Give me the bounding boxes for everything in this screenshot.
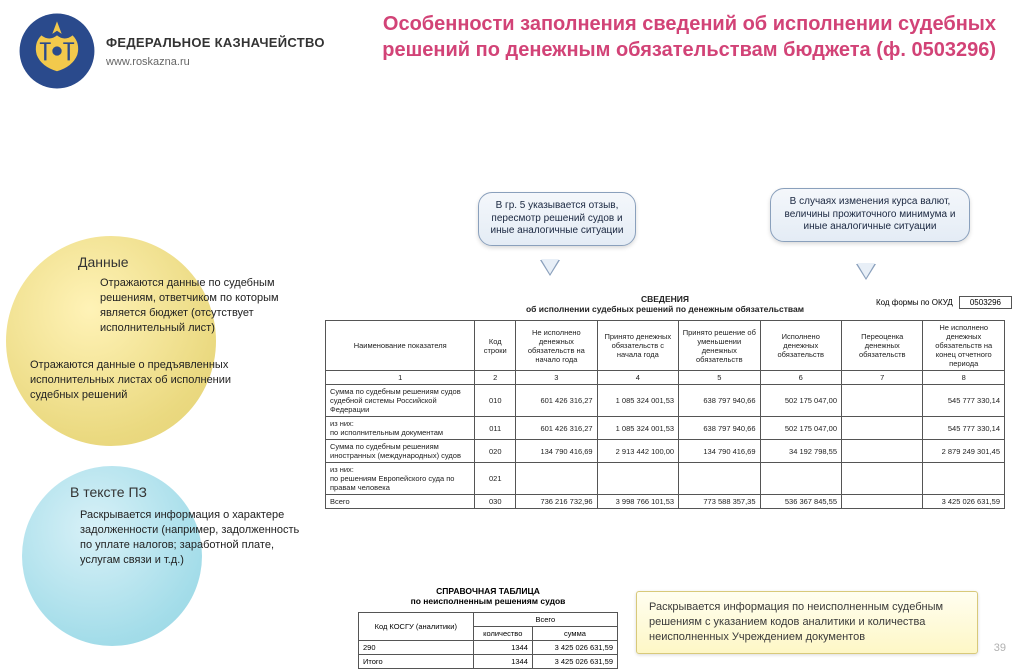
ref-table-title: СПРАВОЧНАЯ ТАБЛИЦА по неисполненным реше… — [358, 586, 618, 606]
cell: 545 777 330,14 — [923, 417, 1005, 440]
row-name: Сумма по судебным решениям судов судебно… — [326, 385, 475, 417]
row-code: 011 — [475, 417, 516, 440]
main-table: Наименование показателяКод строкиНе испо… — [325, 320, 1005, 509]
cell: 3 998 766 101,53 — [597, 495, 678, 509]
table-row: Всего030736 216 732,963 998 766 101,5377… — [326, 495, 1005, 509]
ref-group: Всего — [473, 613, 617, 627]
table-row: Итого13443 425 026 631,59 — [359, 655, 618, 669]
main-th-0: Наименование показателя — [326, 321, 475, 371]
cell: 638 797 940,66 — [679, 385, 760, 417]
cell: Итого — [359, 655, 474, 669]
main-table-wrap: СВЕДЕНИЯ об исполнении судебных решений … — [325, 294, 1005, 509]
ref-h2: сумма — [532, 627, 617, 641]
cell — [923, 463, 1005, 495]
main-table-title: СВЕДЕНИЯ об исполнении судебных решений … — [325, 294, 1005, 314]
cell: 545 777 330,14 — [923, 385, 1005, 417]
main-numcol-4: 5 — [679, 371, 760, 385]
cell — [597, 463, 678, 495]
table-row: Сумма по судебным решениям иностранных (… — [326, 440, 1005, 463]
main-numcol-7: 8 — [923, 371, 1005, 385]
main-th-1: Код строки — [475, 321, 516, 371]
bubble-pz-label: В тексте ПЗ — [70, 484, 147, 500]
table-row: 29013443 425 026 631,59 — [359, 641, 618, 655]
cell — [516, 463, 597, 495]
cell — [842, 440, 923, 463]
treasury-emblem-icon — [18, 12, 96, 90]
cell: 3 425 026 631,59 — [532, 655, 617, 669]
main-th-7: Не исполнено денежных обязательств на ко… — [923, 321, 1005, 371]
data-text-1-content: Отражаются данные по судебным решениям, … — [100, 277, 279, 334]
callout-col5: В гр. 5 указывается отзыв, пересмотр реш… — [478, 192, 636, 246]
ref-table-wrap: СПРАВОЧНАЯ ТАБЛИЦА по неисполненным реше… — [358, 586, 618, 669]
ref-h1: количество — [473, 627, 532, 641]
main-numcol-3: 4 — [597, 371, 678, 385]
callout-col7: В случаях изменения курса валют, величин… — [770, 188, 970, 242]
main-th-4: Принято решение об уменьшении денежных о… — [679, 321, 760, 371]
cell: 1344 — [473, 641, 532, 655]
row-code: 010 — [475, 385, 516, 417]
ref-h0: Код КОСГУ (аналитики) — [359, 613, 474, 641]
cell: 34 192 798,55 — [760, 440, 841, 463]
ref-table: Код КОСГУ (аналитики) Всего количество с… — [358, 612, 618, 669]
main-th-5: Исполнено денежных обязательств — [760, 321, 841, 371]
data-text-1: Отражаются данные по судебным решениям, … — [100, 276, 315, 335]
cell: 2 913 442 100,00 — [597, 440, 678, 463]
page-number: 39 — [994, 642, 1006, 654]
cell: 601 426 316,27 — [516, 417, 597, 440]
row-name: из них: по исполнительным документам — [326, 417, 475, 440]
header: ФЕДЕРАЛЬНОЕ КАЗНАЧЕЙСТВО www.roskazna.ru… — [0, 0, 1024, 96]
main-th-6: Переоценка денежных обязательств — [842, 321, 923, 371]
row-name: Сумма по судебным решениям иностранных (… — [326, 440, 475, 463]
cell: 736 216 732,96 — [516, 495, 597, 509]
main-numcol-0: 1 — [326, 371, 475, 385]
bubble-data-label: Данные — [78, 254, 129, 270]
logo-block: ФЕДЕРАЛЬНОЕ КАЗНАЧЕЙСТВО www.roskazna.ru — [18, 12, 333, 90]
main-numcol-2: 3 — [516, 371, 597, 385]
cell — [760, 463, 841, 495]
row-name: Всего — [326, 495, 475, 509]
cell — [842, 463, 923, 495]
cell: 134 790 416,69 — [679, 440, 760, 463]
main-th-2: Не исполнено денежных обязательств на на… — [516, 321, 597, 371]
pz-text: Раскрывается информация о характере задо… — [80, 508, 300, 567]
cell: 2 879 249 301,45 — [923, 440, 1005, 463]
org-name: ФЕДЕРАЛЬНОЕ КАЗНАЧЕЙСТВО — [106, 35, 325, 50]
cell — [842, 495, 923, 509]
cell: 134 790 416,69 — [516, 440, 597, 463]
main-numcol-6: 7 — [842, 371, 923, 385]
data-text-2: Отражаются данные о предъявленных исполн… — [30, 358, 250, 403]
cell: 3 425 026 631,59 — [532, 641, 617, 655]
table-row: Сумма по судебным решениям судов судебно… — [326, 385, 1005, 417]
cell: 536 367 845,55 — [760, 495, 841, 509]
cell — [842, 417, 923, 440]
callout-col5-tail — [540, 260, 560, 276]
cell: 1344 — [473, 655, 532, 669]
cell: 502 175 047,00 — [760, 385, 841, 417]
row-code: 030 — [475, 495, 516, 509]
table-row: из них: по решениям Европейского суда по… — [326, 463, 1005, 495]
cell: 1 085 324 001,53 — [597, 385, 678, 417]
cell: 290 — [359, 641, 474, 655]
info-box: Раскрывается информация по неисполненным… — [636, 591, 978, 654]
table-row: из них: по исполнительным документам0116… — [326, 417, 1005, 440]
main-th-3: Принято денежных обязательств с начала г… — [597, 321, 678, 371]
main-numcol-5: 6 — [760, 371, 841, 385]
org-url: www.roskazna.ru — [106, 56, 325, 68]
cell — [679, 463, 760, 495]
cell: 773 588 357,35 — [679, 495, 760, 509]
cell: 1 085 324 001,53 — [597, 417, 678, 440]
cell: 3 425 026 631,59 — [923, 495, 1005, 509]
cell: 502 175 047,00 — [760, 417, 841, 440]
row-code: 020 — [475, 440, 516, 463]
page-title: Особенности заполнения сведений об испол… — [333, 12, 1006, 63]
row-name: из них: по решениям Европейского суда по… — [326, 463, 475, 495]
cell: 601 426 316,27 — [516, 385, 597, 417]
main-area: Данные Отражаются данные по судебным реш… — [0, 96, 1024, 636]
cell: 638 797 940,66 — [679, 417, 760, 440]
callout-col7-tail — [856, 264, 876, 280]
cell — [842, 385, 923, 417]
main-numcol-1: 2 — [475, 371, 516, 385]
row-code: 021 — [475, 463, 516, 495]
